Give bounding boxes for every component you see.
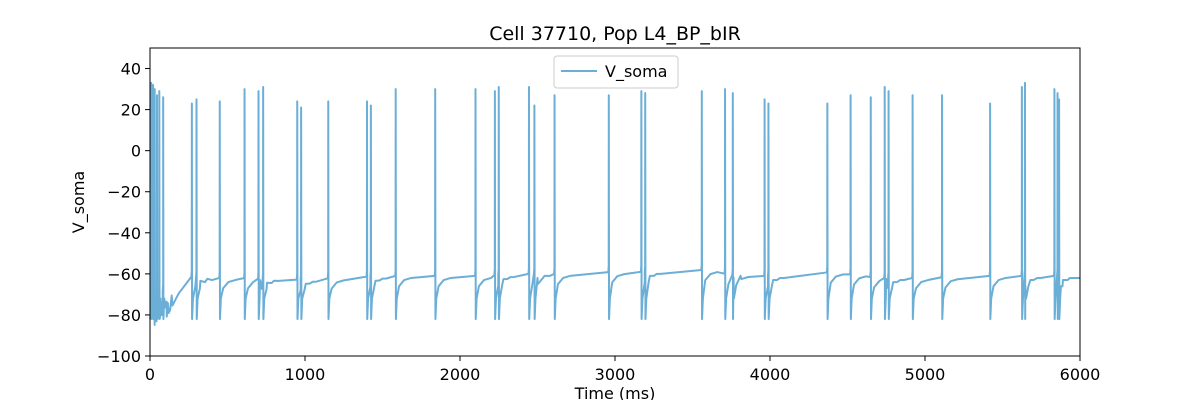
y-tick-label: −80 <box>107 306 141 325</box>
x-tick-label: 1000 <box>285 365 326 384</box>
plot-area <box>150 48 1080 356</box>
y-tick-label: 40 <box>121 60 141 79</box>
x-tick-label: 6000 <box>1060 365 1101 384</box>
x-tick-label: 0 <box>145 365 155 384</box>
y-tick-label: −100 <box>97 347 141 366</box>
x-axis-ticks: 0 1000 2000 3000 4000 5000 6000 <box>145 356 1100 384</box>
x-axis-label: Time (ms) <box>574 384 656 400</box>
y-tick-label: −40 <box>107 224 141 243</box>
x-tick-label: 3000 <box>595 365 636 384</box>
chart-title: Cell 37710, Pop L4_BP_bIR <box>489 23 741 45</box>
y-axis-label: V_soma <box>69 171 89 233</box>
legend-box <box>553 55 679 89</box>
series-layer <box>149 81 1080 326</box>
x-tick-label: 4000 <box>750 365 791 384</box>
y-tick-label: 20 <box>121 101 141 120</box>
x-tick-label: 2000 <box>440 365 481 384</box>
x-tick-label: 5000 <box>905 365 946 384</box>
legend: V_soma <box>553 55 679 89</box>
y-tick-label: 0 <box>131 142 141 161</box>
y-tick-label: −60 <box>107 265 141 284</box>
series-line-v-soma <box>149 81 1080 326</box>
y-axis-ticks: −100 −80 −60 −40 −20 0 20 40 <box>97 60 150 366</box>
legend-label: V_soma <box>605 62 667 82</box>
y-tick-label: −20 <box>107 183 141 202</box>
